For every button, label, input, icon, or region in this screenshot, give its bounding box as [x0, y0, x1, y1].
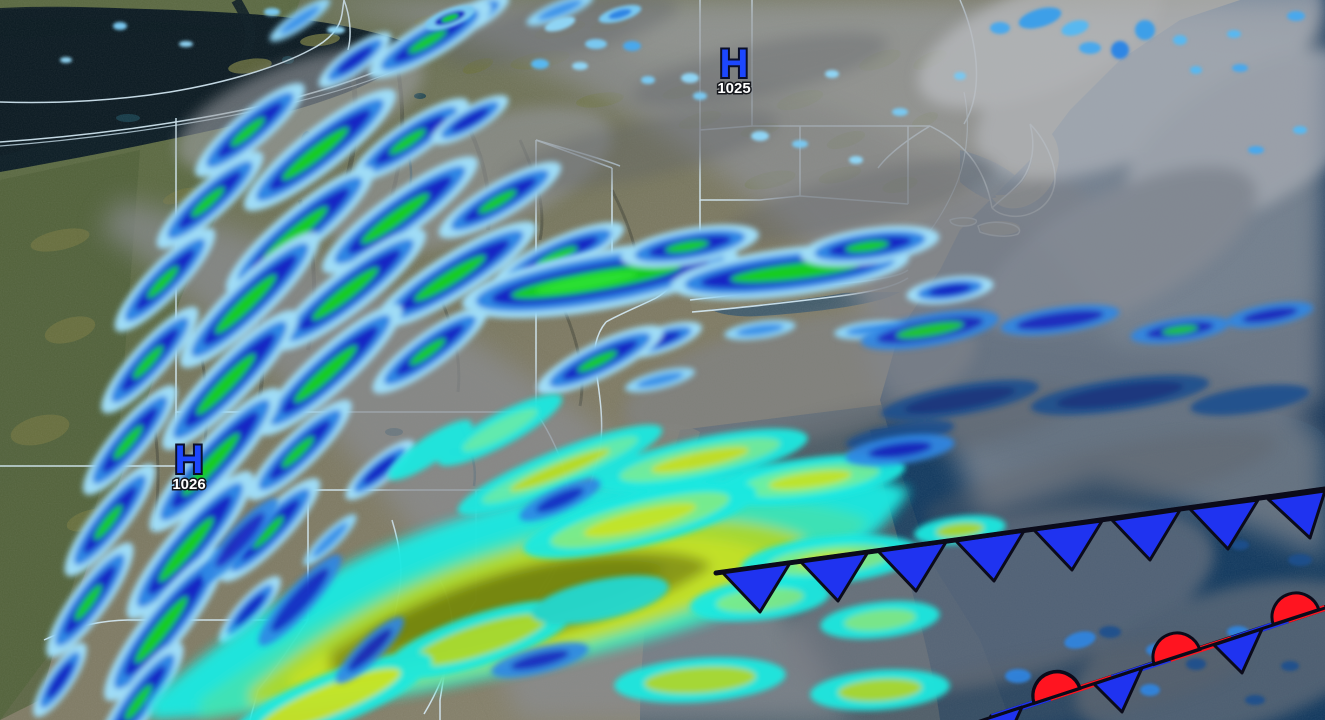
stationary-front[interactable]	[974, 587, 1325, 720]
high-pressure-symbol: H	[718, 42, 751, 86]
pressure-high-1026[interactable]: H 1026	[160, 438, 218, 494]
high-pressure-value: 1026	[171, 476, 207, 494]
high-pressure-value: 1025	[716, 80, 752, 98]
high-pressure-symbol: H	[173, 438, 206, 482]
pressure-high-1025[interactable]: H 1025	[705, 42, 763, 98]
cold-front[interactable]	[713, 486, 1325, 614]
